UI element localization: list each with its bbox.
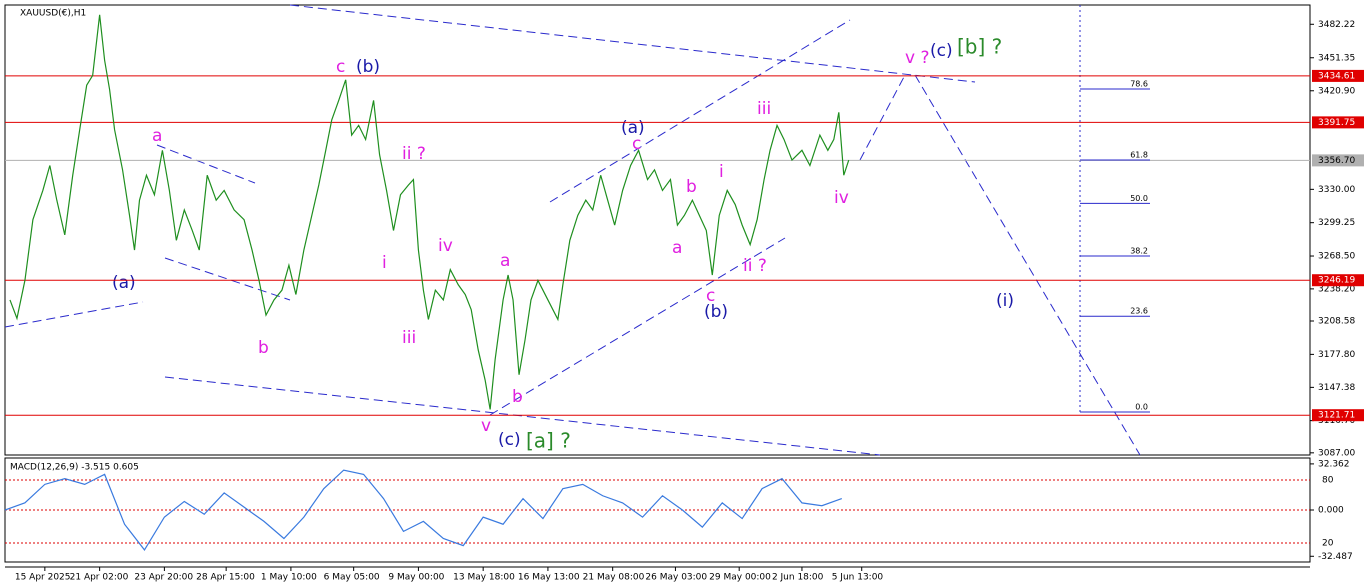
- y-tick-label: 0.000: [1318, 506, 1344, 516]
- level-label: 3246.19: [1318, 276, 1355, 286]
- price-line: [9, 14, 850, 410]
- y-tick-label: 3177.80: [1318, 350, 1355, 360]
- wave-label: b: [512, 387, 523, 407]
- x-tick-label: 21 May 08:00: [583, 573, 645, 583]
- fib-label: 0.0: [1135, 403, 1148, 412]
- y-tick-label: 3238.20: [1318, 284, 1355, 294]
- wave-label: (b): [704, 302, 728, 322]
- wave-labels: (a) a b c (b) ii ? i iii iv a b v (c) [a…: [112, 35, 1014, 453]
- level-label: 80: [1322, 476, 1334, 486]
- wave-label: (b): [356, 57, 380, 77]
- wave-label: a: [500, 251, 510, 271]
- x-tick-label: 13 May 18:00: [453, 573, 515, 583]
- x-tick-label: 15 Apr 2025: [15, 573, 71, 583]
- wave-label: [a] ?: [526, 429, 571, 453]
- wave-label: a: [152, 126, 162, 146]
- fib-label: 50.0: [1130, 194, 1148, 203]
- wave-label: (a): [112, 273, 136, 293]
- wave-label: i: [382, 253, 387, 273]
- x-tick-label: 1 May 10:00: [261, 573, 317, 583]
- fib-label: 23.6: [1130, 307, 1148, 316]
- x-tick-label: 2 Jun 18:00: [772, 573, 824, 583]
- x-tick-label: 26 May 03:00: [645, 573, 707, 583]
- wave-label: c: [706, 286, 715, 306]
- level-label: 3121.71: [1318, 411, 1355, 421]
- plot-frame: [4, 4, 1311, 456]
- fib-label: 38.2: [1130, 247, 1148, 256]
- fib-label: 61.8: [1130, 151, 1148, 160]
- wave-label: (a): [621, 118, 645, 138]
- current-price-label: 3356.70: [1318, 156, 1355, 166]
- y-tick-label: 3299.25: [1318, 218, 1355, 228]
- y-tick-label: 3482.22: [1318, 20, 1355, 30]
- x-tick-label: 6 May 05:00: [324, 573, 380, 583]
- wave-label: i: [719, 162, 724, 182]
- wave-label: iii: [402, 328, 416, 348]
- wave-label: a: [672, 238, 682, 258]
- macd-title: MACD(12,26,9) -3.515 0.605: [10, 463, 139, 473]
- y-tick-label: 3087.00: [1318, 448, 1355, 458]
- y-tick-label: 3147.38: [1318, 383, 1355, 393]
- y-tick-label: 32.362: [1318, 459, 1350, 469]
- wave-label: b: [258, 338, 269, 358]
- price-line: [4, 469, 842, 551]
- x-tick-label: 21 Apr 02:00: [70, 573, 129, 583]
- trendlines: [4, 4, 1141, 456]
- wave-label: v: [481, 416, 491, 436]
- level-label: 3434.61: [1318, 71, 1355, 81]
- wave-label: (i): [996, 291, 1014, 311]
- wave-label: iv: [834, 188, 849, 208]
- wave-label: b: [686, 177, 697, 197]
- current-price-box: [1312, 154, 1364, 167]
- x-tick-label: 23 Apr 20:00: [134, 573, 193, 583]
- level-label: 20: [1322, 539, 1334, 549]
- level-box: [1312, 69, 1364, 82]
- symbol-title: XAUUSD(€),H1: [20, 9, 86, 19]
- level-box: [1312, 274, 1364, 287]
- fib-label: 78.6: [1130, 80, 1148, 89]
- x-tick-label: 29 May 00:00: [709, 573, 771, 583]
- wave-label: ii ?: [743, 256, 767, 276]
- y-tick-label: 3208.58: [1318, 316, 1355, 326]
- wave-label: c: [632, 134, 641, 154]
- y-tick-label: 3420.90: [1318, 86, 1355, 96]
- wave-label: (c): [930, 41, 953, 61]
- x-tick-label: 9 May 00:00: [388, 573, 444, 583]
- wave-label: (c): [498, 430, 521, 450]
- y-tick-label: 3330.00: [1318, 185, 1355, 195]
- y-tick-label: -32.487: [1318, 552, 1353, 562]
- level-label: 3391.75: [1318, 118, 1355, 128]
- level-box: [1312, 116, 1364, 129]
- y-tick-label: 3451.35: [1318, 53, 1355, 63]
- x-tick-label: 5 Jun 13:00: [832, 573, 884, 583]
- y-tick-label: 3268.50: [1318, 252, 1355, 262]
- level-box: [1312, 409, 1364, 422]
- wave-label: [b] ?: [957, 35, 1002, 59]
- wave-label: c: [336, 57, 345, 77]
- x-tick-label: 16 May 13:00: [518, 573, 580, 583]
- wave-label: v ?: [905, 48, 930, 68]
- wave-label: ii ?: [402, 144, 426, 164]
- wave-label: iii: [757, 99, 771, 119]
- x-tick-label: 28 Apr 15:00: [196, 573, 255, 583]
- wave-label: iv: [438, 236, 453, 256]
